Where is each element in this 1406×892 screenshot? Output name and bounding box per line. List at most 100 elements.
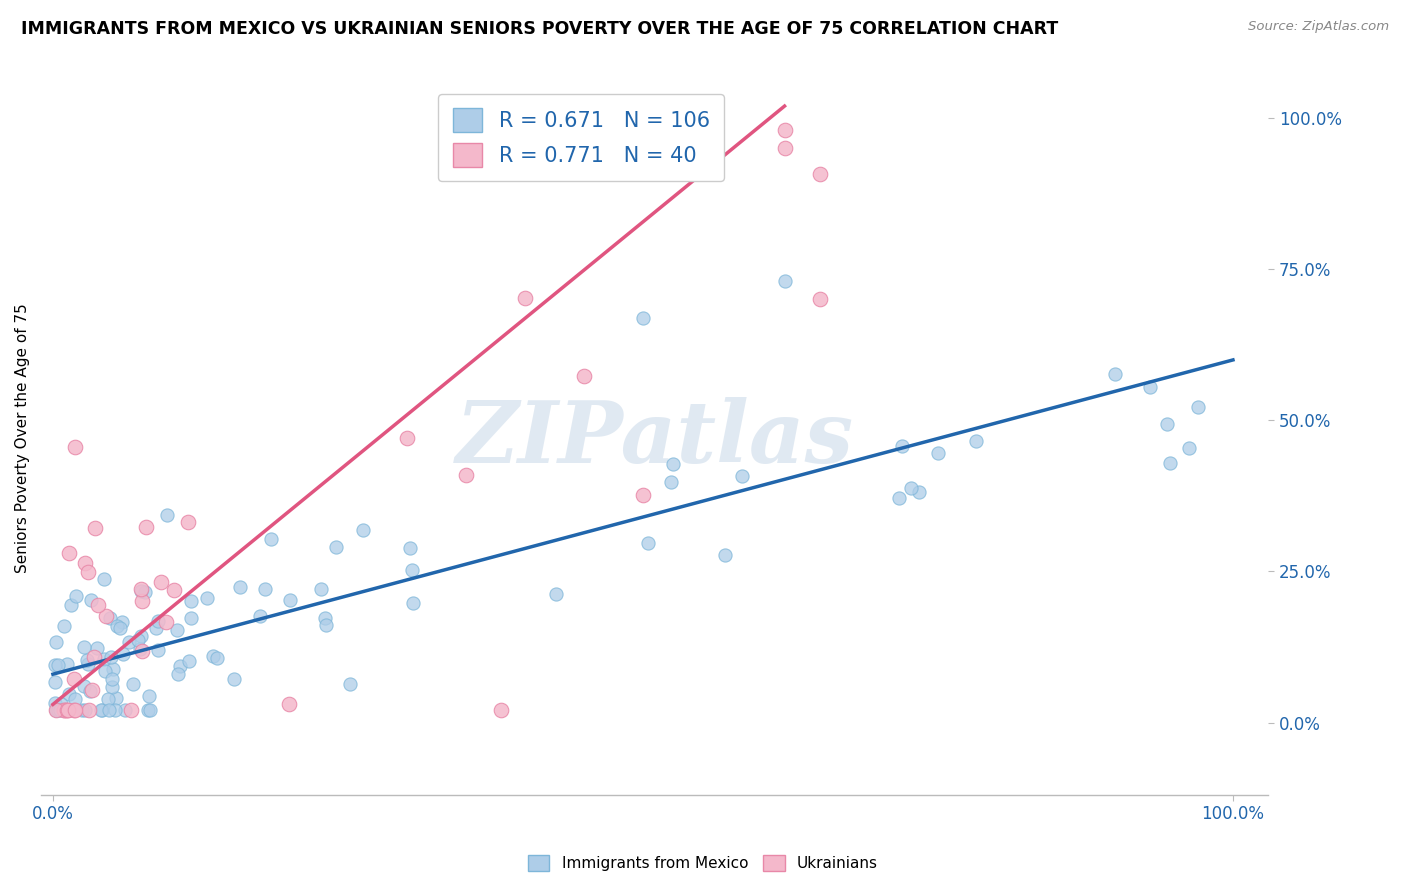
Point (254, 582, 277, 597)
Point (138, 689, 160, 703)
Point (84, 521, 107, 535)
Point (201, 648, 224, 663)
Point (260, 532, 283, 546)
Point (82, 682, 104, 697)
Point (309, 582, 332, 597)
Point (1104, 367, 1126, 381)
Point (166, 667, 188, 681)
Point (965, 434, 987, 448)
Point (659, 475, 682, 489)
Point (491, 703, 513, 717)
Point (111, 615, 134, 629)
Point (86, 640, 108, 655)
Point (100, 680, 122, 694)
Point (44, 658, 66, 673)
Point (60, 598, 83, 612)
Point (45, 703, 67, 717)
Point (94, 608, 117, 623)
Point (101, 662, 124, 676)
Point (55, 703, 77, 717)
Point (129, 629, 152, 643)
Point (690, 123, 713, 137)
Point (52, 703, 75, 717)
Point (80, 593, 103, 607)
Point (122, 677, 145, 691)
Point (73, 679, 96, 693)
Point (402, 596, 425, 610)
Point (45, 703, 67, 717)
Point (73, 556, 96, 570)
Point (179, 653, 201, 667)
Point (52, 703, 75, 717)
Point (63, 691, 86, 706)
Point (51, 698, 73, 712)
Point (56, 657, 79, 672)
Point (631, 310, 654, 325)
Point (398, 541, 420, 555)
Point (70, 703, 93, 717)
Point (135, 520, 157, 534)
Point (891, 439, 914, 453)
Point (44, 696, 66, 710)
Point (76, 653, 98, 667)
Point (58, 687, 80, 701)
Y-axis label: Seniors Poverty Over the Age of 75: Seniors Poverty Over the Age of 75 (15, 303, 30, 574)
Point (118, 635, 141, 649)
Point (75, 703, 97, 717)
Point (773, 274, 796, 288)
Point (166, 624, 188, 638)
Point (139, 703, 162, 717)
Point (637, 536, 659, 550)
Point (156, 508, 179, 522)
Point (63, 673, 86, 687)
Point (163, 583, 186, 598)
Point (45, 703, 67, 717)
Point (94, 664, 117, 678)
Point (79, 683, 101, 698)
Point (180, 611, 202, 625)
Point (45, 703, 67, 717)
Point (77, 703, 100, 717)
Point (325, 540, 347, 554)
Point (149, 574, 172, 589)
Point (1139, 380, 1161, 394)
Point (100, 649, 122, 664)
Point (77, 565, 100, 579)
Point (49, 703, 72, 717)
Point (773, 123, 796, 137)
Point (63, 440, 86, 454)
Point (46, 703, 69, 717)
Point (62, 703, 84, 717)
Point (572, 368, 595, 383)
Point (111, 647, 134, 661)
Point (93, 652, 115, 666)
Text: Source: ZipAtlas.com: Source: ZipAtlas.com (1249, 20, 1389, 33)
Point (97, 703, 120, 717)
Point (97, 692, 120, 706)
Point (662, 457, 685, 471)
Text: ZIPatlas: ZIPatlas (456, 397, 853, 480)
Point (887, 491, 910, 505)
Point (138, 703, 160, 717)
Point (127, 632, 149, 647)
Point (58, 546, 80, 560)
Point (401, 563, 423, 577)
Point (56, 703, 79, 717)
Point (1187, 400, 1209, 414)
Point (55, 703, 77, 717)
Point (45, 635, 67, 649)
Point (65, 703, 87, 717)
Point (352, 523, 374, 537)
Point (98, 611, 121, 625)
Legend: R = 0.671   N = 106, R = 0.771   N = 40: R = 0.671 N = 106, R = 0.771 N = 40 (439, 94, 724, 181)
Point (731, 469, 754, 483)
Point (72, 640, 94, 654)
Point (927, 446, 949, 460)
Point (808, 293, 831, 307)
Point (46, 658, 69, 673)
Point (108, 621, 131, 635)
Point (395, 431, 418, 445)
Point (222, 673, 245, 687)
Point (131, 593, 153, 607)
Point (101, 672, 124, 686)
